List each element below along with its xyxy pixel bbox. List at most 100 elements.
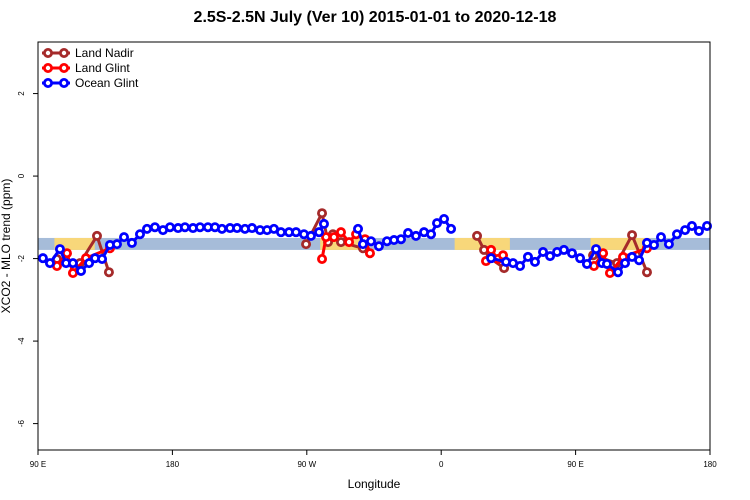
- ocean-glint-point: [134, 229, 145, 240]
- land-nadir-point: [301, 239, 312, 250]
- ocean-glint-point: [410, 230, 421, 241]
- x-tick-label: 180: [703, 460, 717, 469]
- ocean-glint-point: [613, 267, 624, 278]
- legend-marker: [59, 48, 70, 59]
- land-glint-point: [321, 232, 332, 243]
- ocean-glint-point: [119, 232, 130, 243]
- ocean-glint-point: [634, 255, 645, 266]
- ocean-glint-point: [353, 223, 364, 234]
- land-nadir-point: [627, 230, 638, 241]
- x-tick-label: 90 E: [567, 460, 583, 469]
- land-glint-point: [335, 227, 346, 238]
- legend-marker: [59, 78, 70, 89]
- ocean-glint-point: [601, 258, 612, 269]
- ocean-glint-point: [486, 253, 497, 264]
- ocean-glint-point: [314, 227, 325, 238]
- ocean-glint-point: [246, 223, 257, 234]
- ocean-glint-point: [581, 258, 592, 269]
- ocean-glint-point: [142, 223, 153, 234]
- ocean-glint-point: [529, 256, 540, 267]
- ocean-glint-point: [37, 253, 48, 264]
- ocean-glint-point: [216, 223, 227, 234]
- ocean-glint-point: [396, 234, 407, 245]
- ocean-glint-point: [575, 253, 586, 264]
- ocean-glint-point: [432, 218, 443, 229]
- ocean-glint-point: [446, 223, 457, 234]
- plot-frame: [37, 41, 711, 451]
- land-nadir-point: [641, 267, 652, 278]
- legend-marker: [59, 63, 70, 74]
- chart-title: 2.5S-2.5N July (Ver 10) 2015-01-01 to 20…: [193, 9, 557, 26]
- land-glint-point: [598, 248, 609, 259]
- y-tick-label: -4: [17, 337, 26, 345]
- ocean-glint-point: [76, 265, 87, 276]
- ocean-glint-point: [357, 239, 368, 250]
- land-glint-point: [344, 237, 355, 248]
- ocean-glint-point: [545, 251, 556, 262]
- ocean-glint-point: [656, 232, 667, 243]
- ocean-glint-point: [318, 218, 329, 229]
- ocean-glint-point: [179, 222, 190, 233]
- ocean-glint-point: [567, 248, 578, 259]
- ocean-glint-point: [693, 225, 704, 236]
- ocean-glint-point: [373, 241, 384, 252]
- ocean-glint-point: [111, 239, 122, 250]
- legend-marker: [43, 48, 54, 59]
- ocean-glint-point: [97, 253, 108, 264]
- land-glint-point: [328, 232, 339, 243]
- ocean-glint-point: [291, 227, 302, 238]
- legend-marker: [43, 78, 54, 89]
- ocean-glint-point: [538, 246, 549, 257]
- ocean-glint-point: [275, 227, 286, 238]
- ocean-glint-point: [67, 258, 78, 269]
- ocean-glint-point: [649, 239, 660, 250]
- x-tick-label: 90 W: [297, 460, 316, 469]
- ocean-glint-point: [165, 222, 176, 233]
- ocean-glint-point: [663, 239, 674, 250]
- legend-label: Land Glint: [75, 61, 130, 75]
- land-nadir-segment: [95, 235, 111, 273]
- land-glint-point: [604, 268, 615, 279]
- land-glint-point: [67, 268, 78, 279]
- ocean-glint-point: [439, 213, 450, 224]
- ocean-glint-point: [84, 258, 95, 269]
- land-nadir-point: [335, 237, 346, 248]
- land-nadir-segment: [630, 234, 649, 273]
- x-axis-label: Longitude: [348, 477, 401, 491]
- ocean-glint-point: [54, 244, 65, 255]
- land-nadir-point: [91, 230, 102, 241]
- ocean-glint-point: [686, 220, 697, 231]
- ocean-glint-point: [426, 229, 437, 240]
- y-tick-label: 2: [17, 91, 26, 96]
- land-span: [54, 237, 95, 250]
- ocean-glint-point: [558, 244, 569, 255]
- ocean-glint-point: [195, 222, 206, 233]
- land-nadir-point: [317, 208, 328, 219]
- ocean-glint-point: [620, 258, 631, 269]
- x-tick-label: 0: [439, 460, 444, 469]
- ocean-glint-point: [515, 261, 526, 272]
- ocean-glint-point: [680, 225, 691, 236]
- ocean-glint-point: [305, 230, 316, 241]
- x-tick-label: 180: [166, 460, 180, 469]
- x-tick-label: 90 E: [30, 460, 46, 469]
- ocean-glint-point: [232, 223, 243, 234]
- ocean-glint-point: [702, 220, 713, 231]
- y-tick-label: -2: [17, 254, 26, 262]
- ocean-glint-point: [522, 251, 533, 262]
- land-glint-point: [364, 248, 375, 259]
- y-tick-label: 0: [17, 173, 26, 178]
- land-nadir-point: [103, 267, 114, 278]
- legend-label: Land Nadir: [75, 46, 134, 60]
- land-span: [590, 237, 651, 250]
- ocean-glint-point: [366, 236, 377, 247]
- y-axis-label: XCO2 - MLO trend (ppm): [0, 179, 13, 314]
- legend-marker: [43, 63, 54, 74]
- ocean-glint-point: [671, 229, 682, 240]
- ocean-glint-point: [44, 258, 55, 269]
- legend-label: Ocean Glint: [75, 76, 139, 90]
- land-glint-point: [317, 253, 328, 264]
- land-glint-point: [486, 244, 497, 255]
